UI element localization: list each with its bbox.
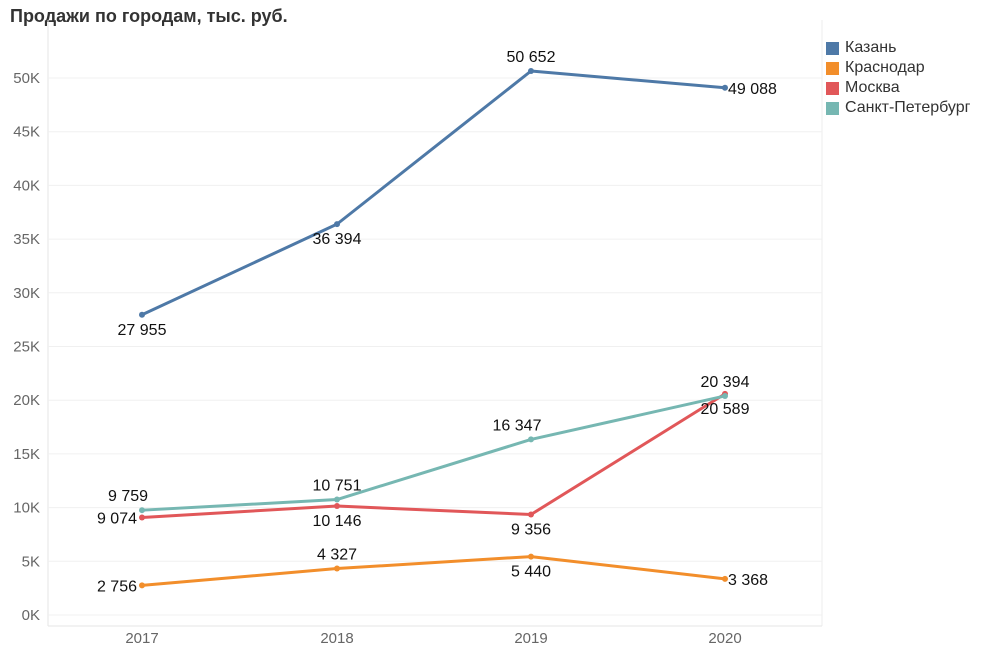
legend-item: Краснодар xyxy=(826,58,970,78)
x-tick-label: 2020 xyxy=(708,630,741,647)
data-point xyxy=(722,575,728,582)
data-point xyxy=(722,392,728,399)
legend-label: Санкт-Петербург xyxy=(845,99,971,116)
legend-item: Санкт-Петербург xyxy=(826,98,970,118)
data-label: 4 327 xyxy=(317,547,357,564)
x-tick-label: 2019 xyxy=(514,630,547,647)
data-label: 27 955 xyxy=(118,322,167,339)
data-point xyxy=(139,507,145,514)
series-line xyxy=(140,392,727,520)
data-point xyxy=(334,221,340,228)
data-label: 9 759 xyxy=(108,488,148,505)
data-label: 49 088 xyxy=(728,81,777,98)
legend: Казань Краснодар Москва Санкт-Петербург xyxy=(826,38,970,118)
y-tick-label: 20K xyxy=(13,392,40,409)
chart-title: Продажи по городам, тыс. руб. xyxy=(10,6,288,26)
y-tick-label: 15K xyxy=(13,446,40,463)
data-label: 36 394 xyxy=(313,231,362,248)
legend-swatch xyxy=(826,41,839,55)
legend-swatch xyxy=(826,61,839,75)
x-tick-label: 2018 xyxy=(320,630,353,647)
x-tick-label: 2017 xyxy=(125,630,158,647)
gridlines xyxy=(47,20,823,627)
y-tick-label: 40K xyxy=(13,177,40,194)
data-point xyxy=(334,496,340,503)
y-tick-label: 30K xyxy=(13,285,40,302)
series-lines xyxy=(140,69,727,587)
data-point xyxy=(528,436,534,443)
legend-swatch xyxy=(826,81,839,95)
data-label: 5 440 xyxy=(511,564,551,581)
legend-swatch xyxy=(826,101,839,115)
legend-label: Москва xyxy=(845,79,900,96)
legend-item: Казань xyxy=(826,38,970,58)
legend-label: Казань xyxy=(845,39,897,56)
data-point xyxy=(528,67,534,74)
y-tick-label: 45K xyxy=(13,124,40,141)
data-label: 50 652 xyxy=(507,49,556,66)
data-label: 9 074 xyxy=(97,511,137,528)
data-point xyxy=(139,582,145,589)
series-line xyxy=(140,555,727,587)
y-tick-label: 25K xyxy=(13,339,40,356)
data-point xyxy=(139,514,145,521)
legend-item: Москва xyxy=(826,78,970,98)
legend-label: Краснодар xyxy=(845,59,925,76)
y-tick-label: 5K xyxy=(22,553,40,570)
y-axis: 0K 5K 10K 15K 20K 25K 30K 35K 40K 45K 50K xyxy=(13,70,40,624)
series-line xyxy=(140,394,727,512)
data-point xyxy=(334,565,340,572)
data-label: 2 756 xyxy=(97,578,137,595)
data-labels: 27 955 36 394 50 652 49 088 2 756 4 327 5 440 3… xyxy=(97,49,777,595)
x-axis: 2017 2018 2019 2020 xyxy=(125,630,741,647)
data-label: 16 347 xyxy=(493,417,542,434)
y-tick-label: 0K xyxy=(22,607,40,624)
data-label: 9 356 xyxy=(511,522,551,539)
data-label: 10 146 xyxy=(313,513,362,530)
data-label: 20 394 xyxy=(701,374,750,391)
y-tick-label: 35K xyxy=(13,231,40,248)
data-label: 10 751 xyxy=(313,478,362,495)
y-tick-label: 50K xyxy=(13,70,40,87)
data-point xyxy=(334,503,340,510)
series-line xyxy=(140,69,727,317)
data-point xyxy=(139,311,145,318)
data-label: 20 589 xyxy=(701,401,750,418)
series-points xyxy=(139,67,728,589)
data-point xyxy=(528,511,534,518)
data-point xyxy=(528,553,534,560)
data-label: 3 368 xyxy=(728,572,768,589)
y-tick-label: 10K xyxy=(13,500,40,517)
data-point xyxy=(722,84,728,91)
